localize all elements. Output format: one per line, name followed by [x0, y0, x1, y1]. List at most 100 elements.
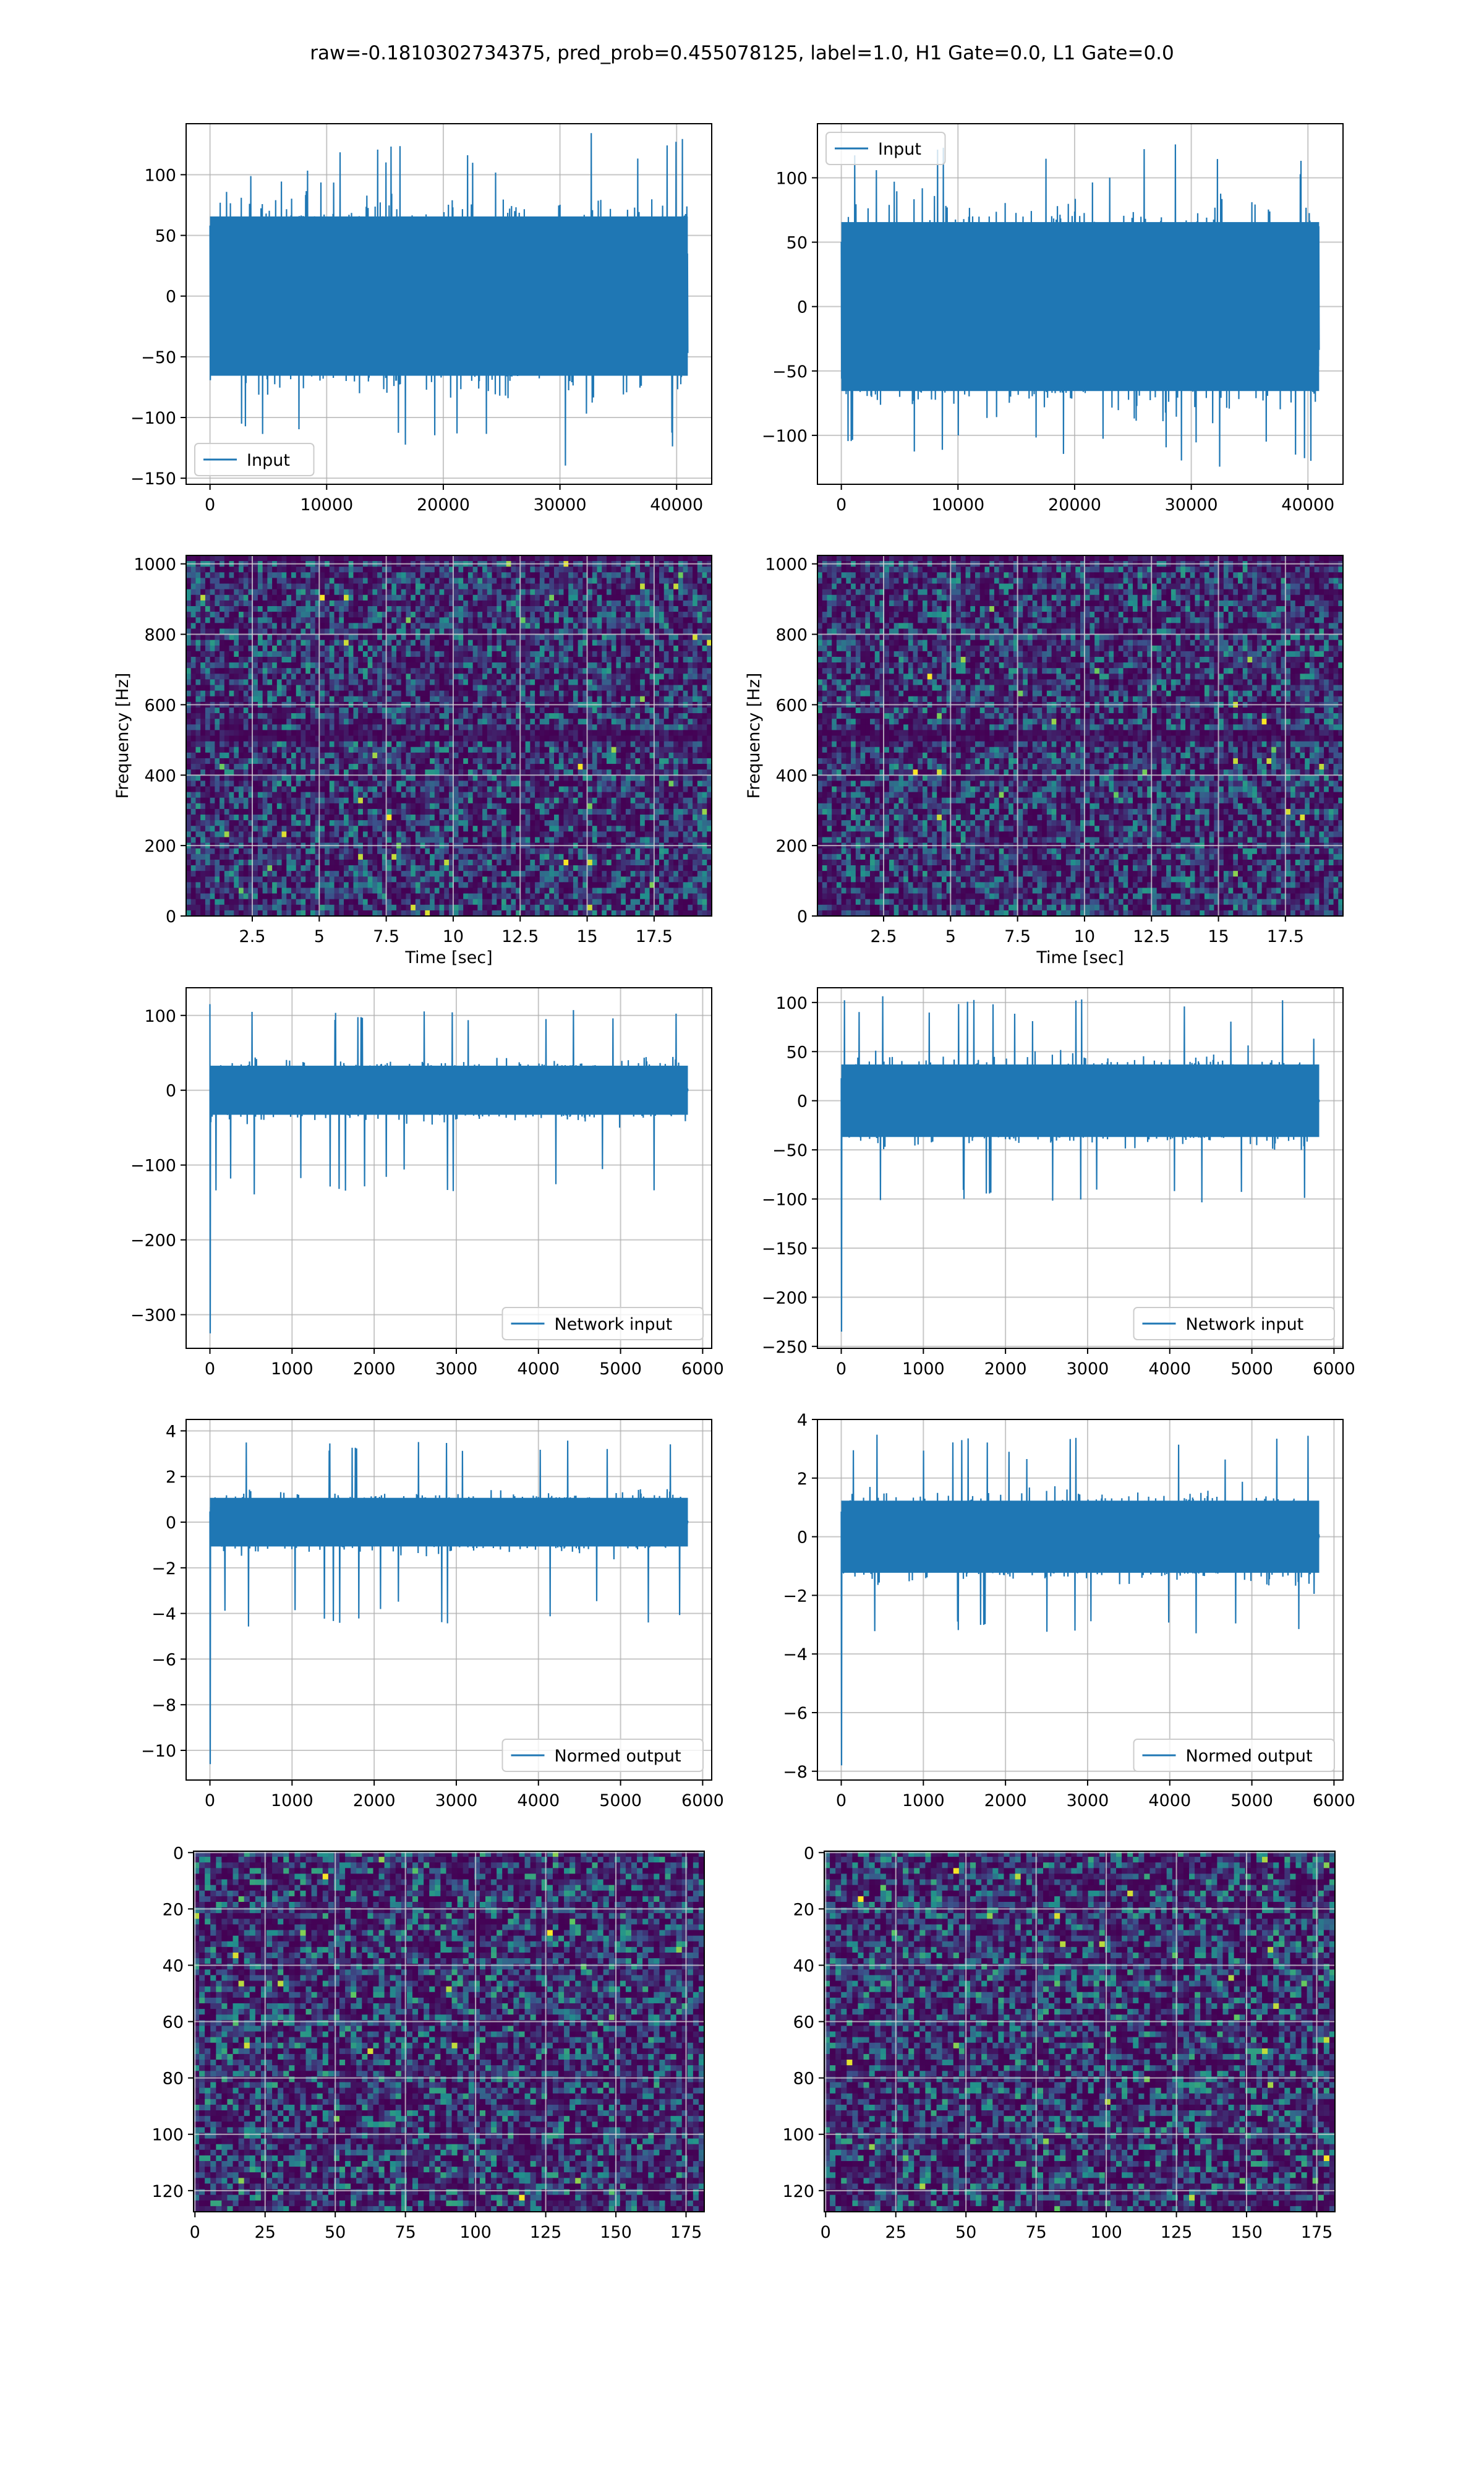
h1-matrix-xtick-label: 100: [459, 2223, 492, 2242]
l1-spectrogram-ytick-label: 800: [775, 626, 808, 645]
l1-matrix-ytick-label: 20: [793, 1900, 814, 1919]
h1-matrix-ytick-label: 20: [163, 1900, 184, 1919]
l1-input-ytick-label: 50: [787, 234, 808, 253]
h1-spectrogram-xtick-label: 17.5: [636, 927, 673, 946]
h1-spectrogram-xtick-label: 5: [314, 927, 325, 946]
l1-spectrogram-ytick-label: 400: [775, 766, 808, 785]
l1-network-input-xtick-label: 4000: [1148, 1359, 1191, 1379]
l1-network-input-ytick-label: −150: [762, 1239, 808, 1259]
l1-network-input-xtick-label: 3000: [1067, 1359, 1109, 1379]
l1-normed-output-plot-area: [817, 1419, 1343, 1780]
h1-spectrogram-xtick-label: 7.5: [373, 927, 399, 946]
l1-normed-output-series-core: [842, 1500, 1320, 1573]
h1-normed-output-legend-label: Normed output: [555, 1747, 681, 1766]
l1-spectrogram-xtick-label: 17.5: [1267, 927, 1304, 946]
h1-matrix-ytick-label: 40: [163, 1956, 184, 1975]
h1-matrix-ytick-label: 120: [151, 2182, 184, 2201]
l1-network-input-ytick-label: 0: [797, 1092, 808, 1111]
l1-normed-output-xtick-label: 6000: [1313, 1791, 1355, 1810]
h1-spectrogram-xlabel: Time [sec]: [404, 948, 492, 967]
l1-input-legend: Input: [826, 132, 945, 165]
l1-network-input-ytick-label: −50: [772, 1141, 808, 1160]
h1-network-input-xtick-label: 0: [205, 1359, 215, 1379]
h1-normed-output-series-core: [210, 1498, 688, 1547]
l1-matrix-heatmap-cells: [824, 1851, 1336, 2212]
l1-normed-output-ytick-label: −8: [783, 1763, 808, 1782]
h1-spectrogram-ytick-label: 800: [144, 626, 176, 645]
h1-spectrogram-ytick-label: 600: [144, 696, 176, 715]
l1-network-input-ytick-label: −250: [762, 1338, 808, 1357]
l1-network-input-ytick-label: 50: [787, 1043, 808, 1062]
l1-network-input-xtick-label: 6000: [1313, 1359, 1355, 1379]
h1-input-xtick-label: 0: [205, 495, 215, 515]
h1-normed-output-ytick-label: −8: [151, 1696, 176, 1715]
h1-network-input-ytick-label: −100: [130, 1157, 176, 1176]
h1-network-input-ytick-label: 0: [166, 1082, 176, 1101]
l1-spectrogram-xtick-label: 10: [1074, 927, 1095, 946]
l1-network-input-xtick-label: 2000: [984, 1359, 1027, 1379]
l1-normed-output-xtick-label: 3000: [1067, 1791, 1109, 1810]
l1-normed-output-xtick-label: 5000: [1230, 1791, 1273, 1810]
l1-input-xtick-label: 0: [836, 495, 846, 515]
l1-matrix-xtick-label: 125: [1161, 2223, 1193, 2242]
h1-input-ytick-label: −100: [130, 409, 176, 428]
h1-matrix-xtick-label: 25: [255, 2223, 276, 2242]
l1-matrix-xtick-label: 175: [1301, 2223, 1333, 2242]
l1-normed-output-ytick-label: 4: [797, 1411, 808, 1430]
l1-matrix-ytick-label: 100: [782, 2126, 814, 2145]
l1-normed-output-ytick-label: 2: [797, 1470, 808, 1489]
h1-matrix-heatmap-cells: [194, 1851, 705, 2212]
l1-network-input-series-core: [842, 1064, 1320, 1137]
h1-input-xtick-label: 30000: [534, 495, 587, 515]
h1-network-input-ytick-label: −200: [130, 1231, 176, 1251]
l1-input-legend-label: Input: [878, 140, 921, 159]
h1-matrix-xtick-label: 50: [325, 2223, 346, 2242]
h1-spectrogram-ytick-label: 400: [144, 766, 176, 785]
h1-normed-output-legend: Normed output: [503, 1739, 704, 1771]
h1-matrix-ytick-label: 60: [163, 2013, 184, 2032]
l1-normed-output-legend: Normed output: [1134, 1739, 1335, 1771]
h1-normed-output-ytick-label: −4: [151, 1605, 176, 1624]
l1-matrix-ytick-label: 120: [782, 2182, 814, 2201]
h1-input-ytick-label: 0: [166, 288, 176, 307]
h1-matrix-xtick-label: 75: [394, 2223, 416, 2242]
h1-network-input-xtick-label: 2000: [353, 1359, 396, 1379]
l1-network-input-ytick-label: −200: [762, 1288, 808, 1308]
l1-input-ytick-label: −100: [762, 427, 808, 446]
l1-matrix-xtick-label: 50: [955, 2223, 976, 2242]
l1-network-input-xtick-label: 1000: [902, 1359, 945, 1379]
l1-normed-output-xtick-label: 1000: [902, 1791, 945, 1810]
l1-network-input-ytick-label: −100: [762, 1191, 808, 1210]
l1-spectrogram-xlabel: Time [sec]: [1036, 948, 1124, 967]
h1-network-input-series-core: [210, 1066, 688, 1115]
l1-network-input-axes: 0 1000 2000 3000 4000 5000 6000−250−200−150−10…: [762, 988, 1355, 1379]
l1-network-input-xtick-label: 0: [836, 1359, 846, 1379]
l1-input-xtick-label: 30000: [1165, 495, 1218, 515]
l1-input-series-core: [842, 222, 1320, 391]
l1-matrix-ytick-label: 80: [793, 2070, 814, 2089]
h1-network-input-axes: 0 1000 2000 3000 4000 5000 6000−300−200−100010…: [130, 988, 724, 1379]
h1-spectrogram-xtick-label: 12.5: [501, 927, 539, 946]
h1-network-input-ytick-label: −300: [130, 1306, 176, 1325]
l1-network-input-legend-label: Network input: [1186, 1315, 1304, 1334]
h1-matrix-xtick-label: 175: [670, 2223, 702, 2242]
l1-matrix-xtick-label: 75: [1025, 2223, 1046, 2242]
h1-spectrogram-heatmap-cells: [186, 555, 712, 917]
h1-network-input-xtick-label: 1000: [271, 1359, 313, 1379]
l1-input-ytick-label: 0: [797, 298, 808, 317]
l1-input-ytick-label: 100: [775, 169, 808, 188]
l1-input-xtick-label: 20000: [1048, 495, 1101, 515]
h1-normed-output-ytick-label: −6: [151, 1650, 176, 1669]
l1-normed-output-xtick-label: 4000: [1148, 1791, 1191, 1810]
h1-normed-output-ytick-label: 4: [166, 1422, 176, 1441]
l1-normed-output-ytick-label: −4: [783, 1645, 808, 1664]
l1-matrix-ytick-label: 0: [804, 1844, 814, 1863]
h1-normed-output-xtick-label: 3000: [435, 1791, 478, 1810]
h1-spectrogram-xtick-label: 2.5: [239, 927, 266, 946]
h1-network-input-plot-area: [186, 988, 712, 1348]
h1-input-axes: 0 10000 20000 30000 40000−150−100−50050100In…: [130, 124, 712, 515]
h1-normed-output-plot-area: [186, 1419, 712, 1780]
l1-matrix-ytick-label: 40: [793, 1956, 814, 1975]
h1-input-xtick-label: 40000: [650, 495, 703, 515]
